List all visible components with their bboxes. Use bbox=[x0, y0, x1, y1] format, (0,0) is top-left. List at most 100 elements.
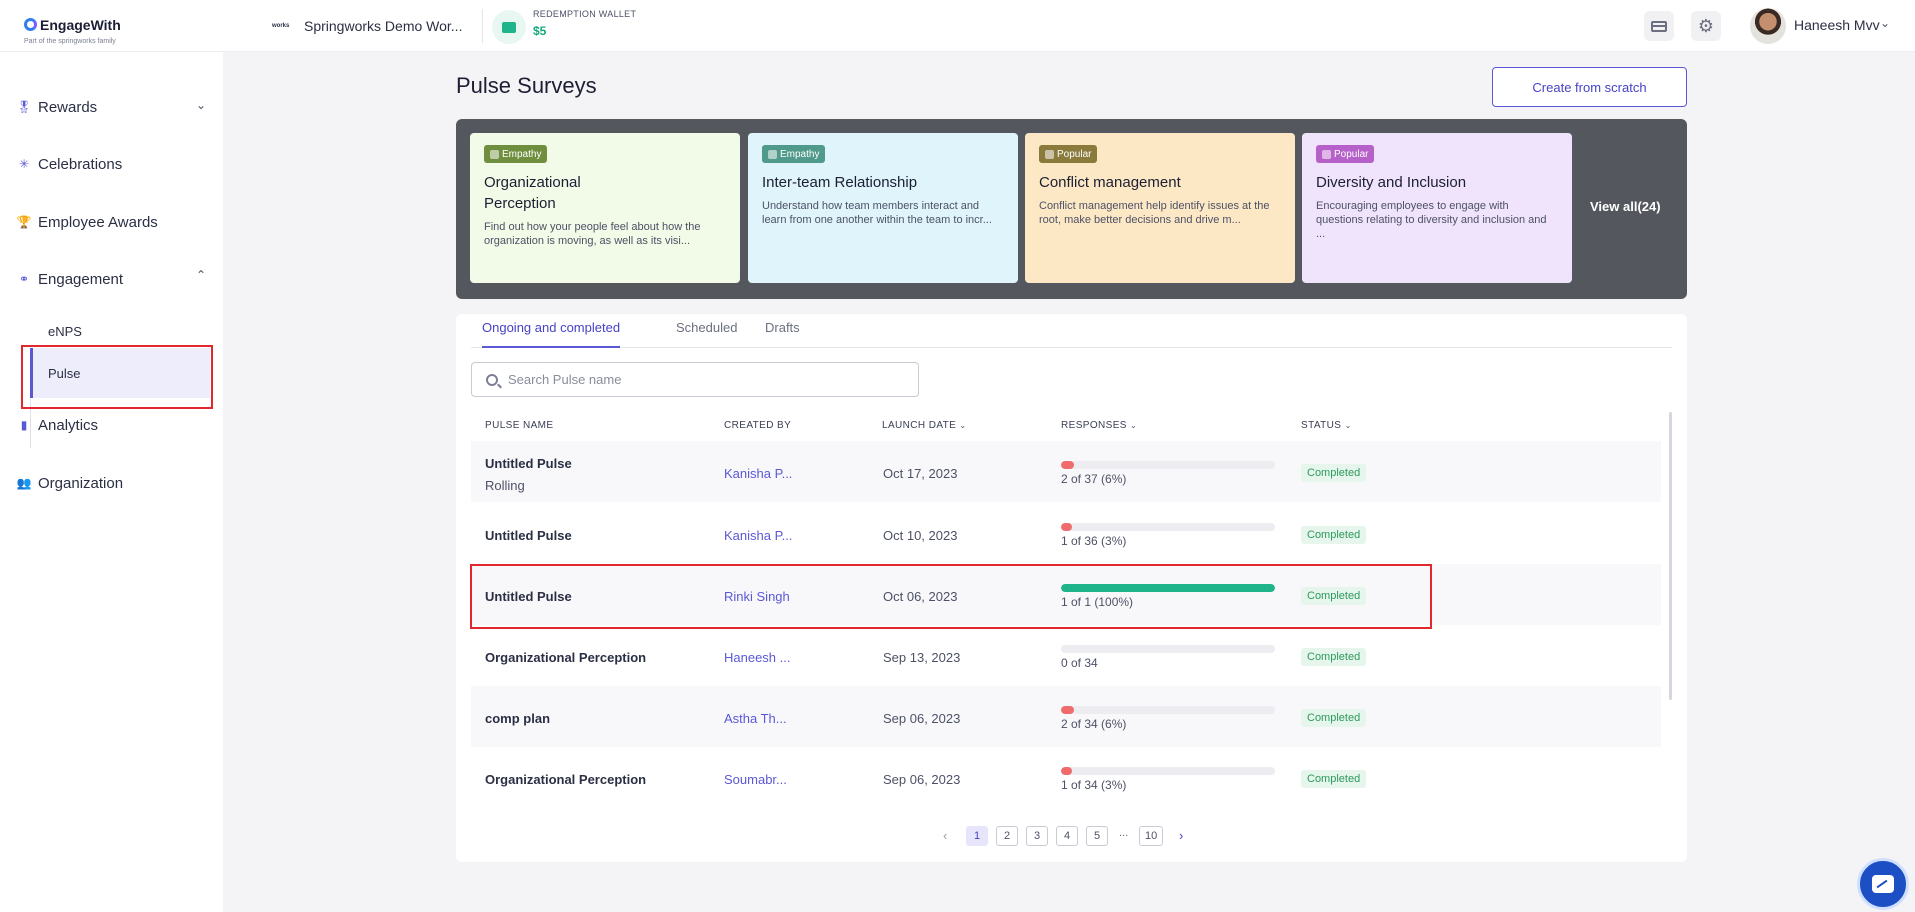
chevron-down-icon[interactable]: ⌄ bbox=[196, 98, 207, 112]
pulse-name[interactable]: Untitled Pulse bbox=[485, 589, 572, 604]
pulse-name[interactable]: comp plan bbox=[485, 711, 551, 726]
response-count: 1 of 34 (3%) bbox=[1061, 778, 1127, 792]
org-switcher[interactable]: works Springworks Demo Wor... bbox=[272, 16, 462, 36]
party-icon: ✳ bbox=[18, 157, 30, 171]
response-progress-fill bbox=[1061, 706, 1074, 714]
user-name[interactable]: Haneesh Mvv bbox=[1794, 17, 1880, 33]
chevron-down-icon[interactable]: ⌄ bbox=[1880, 16, 1891, 30]
response-progress-bar bbox=[1061, 767, 1275, 775]
status-badge: Completed bbox=[1301, 526, 1367, 544]
launch-date: Sep 13, 2023 bbox=[883, 650, 961, 665]
table-header: PULSE NAME CREATED BY LAUNCH DATE ⌄ RESP… bbox=[471, 416, 1661, 436]
view-all-link[interactable]: View all(24) bbox=[1590, 199, 1661, 214]
created-by[interactable]: Soumabr... bbox=[724, 772, 787, 787]
status-badge: Completed bbox=[1301, 709, 1367, 727]
badge-icon bbox=[490, 149, 499, 159]
tab-drafts[interactable]: Drafts bbox=[765, 320, 800, 335]
avatar[interactable] bbox=[1750, 8, 1786, 44]
page-title: Pulse Surveys bbox=[456, 73, 597, 98]
header-responses[interactable]: RESPONSES ⌄ bbox=[1061, 420, 1138, 431]
wallet-amount: $5 bbox=[533, 24, 547, 38]
highlight-box-row bbox=[470, 564, 1432, 629]
response-count: 2 of 37 (6%) bbox=[1061, 472, 1127, 486]
status-badge: Completed bbox=[1301, 770, 1367, 788]
analytics-icon: ▮ bbox=[20, 418, 28, 432]
pulse-name[interactable]: Organizational Perception bbox=[485, 772, 647, 787]
brand-logo[interactable]: EngageWith Part of the springworks famil… bbox=[24, 16, 134, 50]
pulse-name[interactable]: Organizational Perception bbox=[485, 650, 647, 665]
gear-icon: ⚙ bbox=[1697, 16, 1715, 36]
sidebar-item-analytics[interactable]: ▮ Analytics bbox=[18, 414, 98, 436]
settings-button[interactable]: ⚙ bbox=[1691, 11, 1721, 41]
pulse-name[interactable]: Untitled Pulse bbox=[485, 456, 572, 471]
pulse-name[interactable]: Untitled Pulse bbox=[485, 528, 572, 543]
next-page-icon[interactable]: › bbox=[1179, 828, 1184, 843]
search-box[interactable] bbox=[471, 362, 919, 397]
table-row[interactable]: Organizational Perception Haneesh ... Sep … bbox=[471, 625, 1661, 686]
template-badge: Empathy bbox=[762, 145, 826, 163]
template-card[interactable]: Empathy Inter-team Relationship Understa… bbox=[748, 133, 1018, 283]
created-by[interactable]: Astha Th... bbox=[724, 711, 787, 726]
page-button-3[interactable]: 3 bbox=[1026, 826, 1048, 846]
table-row[interactable]: Organizational Perception Soumabr... Sep 0… bbox=[471, 747, 1661, 808]
page-button-1[interactable]: 1 bbox=[966, 826, 988, 846]
sidebar-item-employee-awards[interactable]: 🏆 Employee Awards bbox=[17, 211, 158, 233]
sidebar-subitem-pulse[interactable]: Pulse bbox=[30, 348, 210, 398]
tab-scheduled[interactable]: Scheduled bbox=[676, 320, 738, 335]
launch-date: Oct 10, 2023 bbox=[883, 528, 958, 543]
header-status[interactable]: STATUS ⌄ bbox=[1301, 420, 1352, 431]
sidebar-item-label: Celebrations bbox=[38, 155, 123, 173]
org-logo: works bbox=[272, 23, 290, 29]
created-by[interactable]: Rinki Singh bbox=[724, 589, 790, 604]
sidebar-item-rewards[interactable]: 🎖 Rewards bbox=[16, 96, 98, 118]
table-row[interactable]: comp plan Astha Th... Sep 06, 2023 2 of 34 … bbox=[471, 686, 1661, 747]
sidebar-item-organization[interactable]: 👥 Organization bbox=[17, 472, 124, 494]
created-by[interactable]: Haneesh ... bbox=[724, 650, 791, 665]
search-input[interactable] bbox=[508, 372, 908, 387]
table-row[interactable]: Untitled Pulse Kanisha P... Oct 10, 2023 1 … bbox=[471, 503, 1661, 564]
template-badge: Popular bbox=[1039, 145, 1098, 163]
table-scrollbar[interactable] bbox=[1669, 412, 1672, 700]
chevron-up-icon[interactable]: ⌃ bbox=[196, 268, 207, 282]
sidebar-item-engagement[interactable]: ⚭ Engagement bbox=[18, 268, 123, 290]
page-button-2[interactable]: 2 bbox=[996, 826, 1018, 846]
sort-caret-icon: ⌄ bbox=[1344, 421, 1352, 430]
sidebar-item-label: Rewards bbox=[38, 98, 98, 116]
header-launch-date[interactable]: LAUNCH DATE ⌄ bbox=[882, 420, 967, 431]
sidebar-subitem-enps[interactable]: eNPS bbox=[48, 323, 82, 339]
template-carousel: Empathy Organizational Perception Find o… bbox=[456, 119, 1687, 299]
created-by[interactable]: Kanisha P... bbox=[724, 466, 793, 481]
status-badge: Completed bbox=[1301, 648, 1367, 666]
tab-ongoing-completed[interactable]: Ongoing and completed bbox=[482, 320, 621, 348]
card-button[interactable] bbox=[1644, 11, 1674, 41]
launch-date: Oct 06, 2023 bbox=[883, 589, 958, 604]
page-button-4[interactable]: 4 bbox=[1056, 826, 1078, 846]
badge-icon bbox=[1045, 149, 1054, 159]
prev-page-icon[interactable]: ‹ bbox=[943, 828, 948, 843]
template-card[interactable]: Popular Diversity and Inclusion Encourag… bbox=[1302, 133, 1572, 283]
brand-tagline: Part of the springworks family bbox=[24, 38, 116, 45]
sort-caret-icon: ⌄ bbox=[1130, 421, 1138, 430]
template-badge: Popular bbox=[1316, 145, 1375, 163]
launch-date: Oct 17, 2023 bbox=[883, 466, 958, 481]
template-card[interactable]: Popular Conflict management Conflict man… bbox=[1025, 133, 1295, 283]
table-row[interactable]: Untitled Pulse Rolling Kanisha P... Oct 17,… bbox=[471, 441, 1661, 502]
wallet-icon bbox=[492, 10, 526, 44]
header-pulse-name: PULSE NAME bbox=[485, 420, 554, 431]
template-card[interactable]: Empathy Organizational Perception Find o… bbox=[470, 133, 740, 283]
chat-icon bbox=[1872, 875, 1894, 893]
engagement-icon: ⚭ bbox=[18, 272, 30, 286]
create-from-scratch-button[interactable]: Create from scratch bbox=[1492, 67, 1687, 107]
created-by[interactable]: Kanisha P... bbox=[724, 528, 793, 543]
sidebar-item-celebrations[interactable]: ✳ Celebrations bbox=[18, 153, 122, 175]
response-count: 1 of 1 (100%) bbox=[1061, 595, 1134, 609]
page-button-10[interactable]: 10 bbox=[1139, 826, 1164, 846]
table-row[interactable]: Untitled Pulse Rinki Singh Oct 06, 2023 1 o… bbox=[471, 564, 1661, 625]
submenu-guide-line bbox=[30, 356, 31, 448]
tab-bar: Ongoing and completed Scheduled Drafts bbox=[471, 314, 1672, 348]
page-button-5[interactable]: 5 bbox=[1086, 826, 1108, 846]
response-progress-fill bbox=[1061, 523, 1072, 531]
chat-support-button[interactable] bbox=[1857, 858, 1909, 910]
pulse-list-panel: Ongoing and completed Scheduled Drafts P… bbox=[456, 314, 1687, 862]
search-icon bbox=[486, 373, 498, 386]
